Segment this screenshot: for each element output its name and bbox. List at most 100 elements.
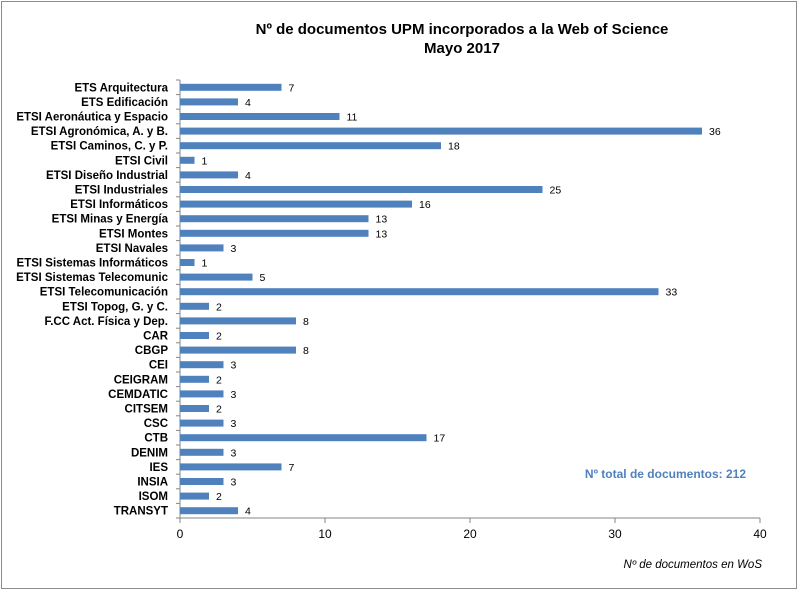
bar	[180, 419, 224, 427]
category-label: ETSI Caminos, C. y P.	[51, 141, 168, 153]
category-label: DENIM	[131, 447, 168, 459]
bar	[180, 142, 441, 150]
data-label: 36	[709, 126, 721, 138]
bar	[180, 98, 238, 106]
bar	[180, 229, 369, 237]
category-label: CEI	[149, 360, 168, 372]
data-label: 3	[231, 418, 237, 430]
data-label: 4	[245, 97, 251, 109]
category-label: CSC	[144, 418, 168, 430]
category-label: ETSI Agronómica, A. y B.	[31, 126, 168, 138]
data-label: 5	[260, 272, 266, 284]
category-label: ETS Edificación	[81, 97, 168, 109]
data-label: 3	[231, 477, 237, 489]
bar	[180, 302, 209, 310]
bar	[180, 478, 224, 485]
bar	[180, 346, 296, 354]
x-tick-label: 20	[463, 527, 477, 541]
bar	[180, 259, 195, 266]
data-label: 16	[419, 199, 431, 211]
category-label: F.CC Act. Física y Dep.	[44, 316, 168, 328]
category-label: CTB	[144, 433, 168, 445]
bar	[180, 171, 238, 179]
data-label: 3	[231, 447, 237, 459]
data-label: 2	[216, 491, 222, 503]
data-label: 8	[303, 345, 309, 357]
bar	[180, 375, 209, 383]
category-label: TRANSYT	[114, 506, 168, 518]
category-label: ISOM	[139, 491, 168, 503]
category-label: CAR	[143, 331, 169, 343]
category-label: ETSI Industriales	[75, 185, 168, 197]
bar	[180, 83, 282, 91]
total-annotation: Nº total de documentos: 212	[585, 467, 746, 481]
data-label: 4	[245, 170, 251, 182]
bar	[180, 127, 702, 135]
category-label: CEMDATIC	[108, 389, 168, 401]
data-label: 25	[550, 185, 562, 197]
category-label: ETSI Telecomunicación	[40, 287, 168, 299]
bar	[180, 463, 282, 471]
chart-title-line-2: Mayo 2017	[424, 40, 500, 57]
data-label: 11	[347, 112, 358, 124]
data-label: 3	[231, 360, 237, 372]
data-label: 3	[231, 243, 237, 255]
data-label: 3	[231, 389, 237, 401]
data-label: 2	[216, 301, 222, 313]
bar	[180, 361, 224, 369]
bar	[180, 434, 427, 442]
bar	[180, 288, 659, 296]
data-label: 33	[666, 287, 678, 299]
category-label: CEIGRAM	[114, 374, 168, 386]
data-label: 7	[289, 82, 295, 94]
data-label: 4	[245, 506, 251, 518]
category-label: ETSI Diseño Industrial	[46, 170, 168, 182]
x-tick-label: 40	[753, 527, 767, 541]
data-label: 13	[376, 228, 388, 240]
category-label: ETSI Sistemas Telecomunic	[16, 272, 169, 284]
category-label: CITSEM	[125, 404, 168, 416]
category-label: ETSI Topog, G. y C.	[62, 301, 168, 313]
data-label: 17	[434, 433, 446, 445]
bar	[180, 273, 253, 281]
category-label: ETSI Sistemas Informáticos	[17, 258, 168, 270]
bar	[180, 215, 369, 223]
category-label: IES	[149, 462, 168, 474]
data-label: 8	[303, 316, 309, 328]
bar	[180, 186, 543, 193]
category-label: ETS Arquitectura	[74, 82, 168, 94]
category-label: ETSI Navales	[96, 243, 168, 255]
data-label: 7	[289, 462, 295, 474]
bar	[180, 405, 209, 412]
bar	[180, 332, 209, 339]
category-label: ETSI Aeronáutica y Espacio	[16, 112, 168, 124]
data-label: 2	[216, 374, 222, 386]
bar	[180, 244, 224, 252]
x-tick-label: 0	[177, 527, 184, 541]
category-label: INSIA	[137, 477, 168, 489]
category-label: CBGP	[135, 345, 169, 357]
category-label: ETSI Minas y Energía	[52, 214, 169, 226]
data-label: 1	[202, 155, 208, 167]
data-label: 18	[448, 141, 460, 153]
bar	[180, 113, 340, 120]
category-label: ETSI Civil	[115, 155, 168, 167]
x-tick-label: 30	[608, 527, 622, 541]
data-label: 13	[376, 214, 388, 226]
bar	[180, 492, 209, 500]
data-label: 2	[216, 404, 222, 416]
x-axis-label: Nº de documentos en WoS	[624, 559, 763, 571]
bar	[180, 448, 224, 456]
data-label: 2	[216, 331, 222, 343]
bar	[180, 390, 224, 398]
data-label: 1	[202, 258, 208, 270]
bar	[180, 507, 238, 515]
bar	[180, 200, 412, 208]
category-label: ETSI Montes	[99, 228, 168, 240]
category-label: ETSI Informáticos	[70, 199, 168, 211]
chart-title-line-1: Nº de documentos UPM incorporados a la W…	[256, 21, 669, 38]
bar	[180, 156, 195, 164]
x-tick-label: 10	[318, 527, 332, 541]
